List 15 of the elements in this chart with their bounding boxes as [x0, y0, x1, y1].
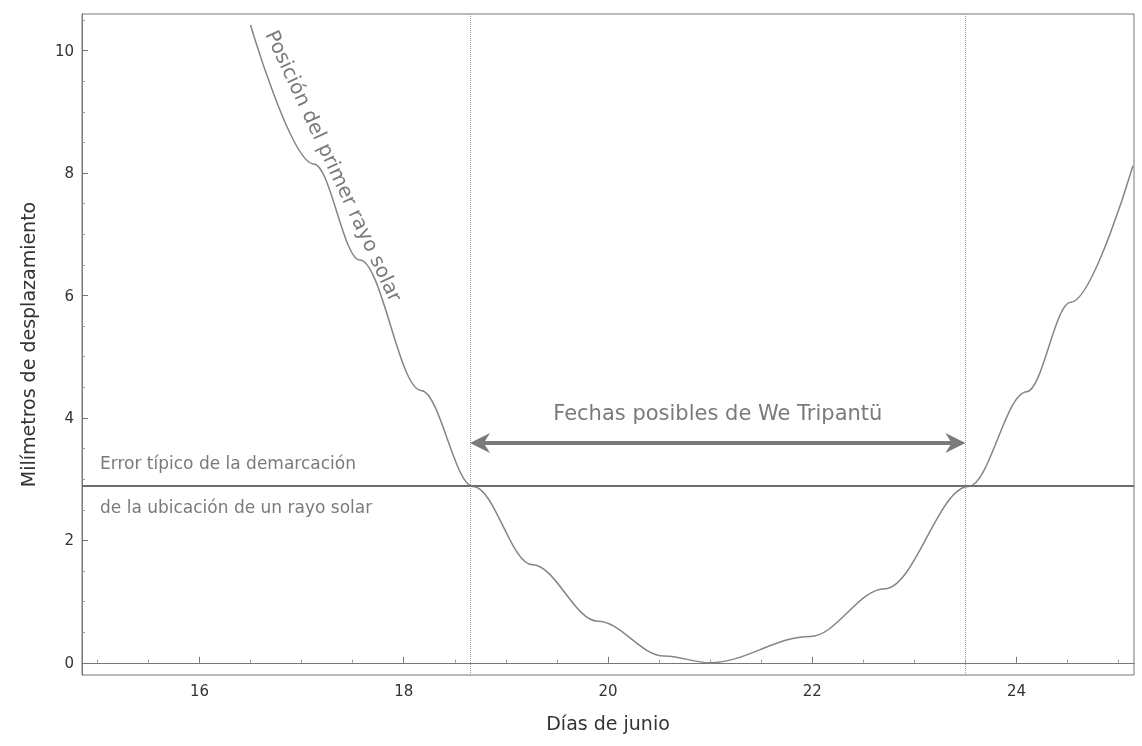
- annotation: Fechas posibles de We Tripantü: [553, 401, 883, 426]
- y-tick-label: 6: [64, 286, 74, 305]
- y-axis-title: Milímetros de desplazamiento: [16, 201, 39, 488]
- x-tick-label: 24: [1007, 681, 1027, 700]
- y-tick-label: 2: [64, 531, 74, 550]
- y-tick-label: 0: [64, 653, 74, 672]
- x-tick-label: 16: [189, 681, 209, 700]
- x-tick-label: 20: [598, 681, 618, 700]
- y-tick-label: 10: [54, 41, 74, 60]
- x-tick-label: 18: [394, 681, 414, 700]
- text: Error típico de la demarcación de la ubicación de un rayo solar: [100, 453, 373, 518]
- x-tick-label: 22: [802, 681, 822, 700]
- y-tick-label: 8: [64, 164, 74, 183]
- y-tick-label: 4: [64, 408, 74, 427]
- x-axis-title: Días de junio: [546, 711, 670, 734]
